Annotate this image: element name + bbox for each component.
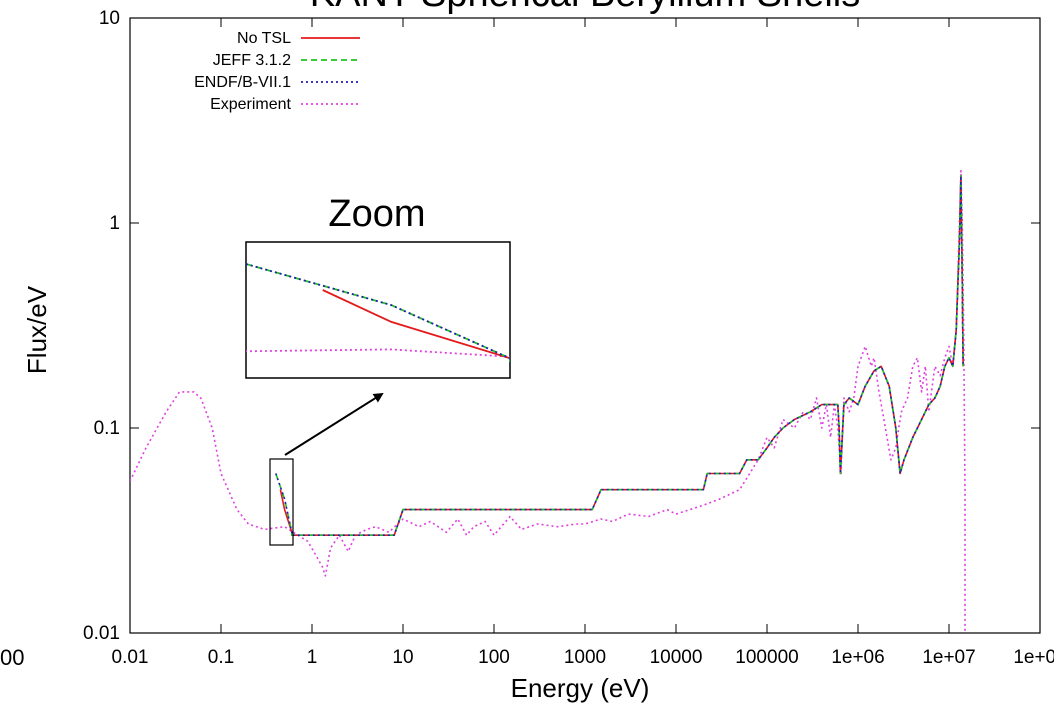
- x-tick-label: 1000: [564, 647, 606, 668]
- zoom-arrow: [284, 392, 384, 456]
- x-tick-label: 10000: [650, 647, 703, 668]
- legend-label: Experiment: [210, 96, 291, 113]
- y-tick-label: 0.1: [94, 418, 120, 439]
- x-axis: 0.01 0.1 1 10 100 1000 10000 100000 1e+06 1e+07 1e…: [112, 18, 1054, 668]
- y-tick-label: 10: [99, 8, 120, 29]
- x-tick-label: 0.01: [112, 647, 149, 668]
- legend: No TSL JEFF 3.1.2 ENDF/B-VII.1 Experiment: [194, 30, 360, 113]
- x-tick-label: 1e+08: [1013, 647, 1054, 668]
- zoom-inset: [246, 263, 510, 364]
- legend-label: No TSL: [237, 30, 291, 47]
- chart-title: KANT Spherical Beryllium Shells: [310, 0, 861, 15]
- x-tick-label: 100: [478, 647, 510, 668]
- x-tick-label: 1e+06: [831, 647, 884, 668]
- zoom-label: Zoom: [328, 193, 425, 235]
- series-line-experiment: [130, 169, 966, 633]
- y-axis: 0.01 0.1 1 10: [83, 8, 1040, 644]
- legend-label: JEFF 3.1.2: [213, 52, 291, 69]
- zoom-region-box: [269, 458, 294, 546]
- y-axis-label: Flux/eV: [22, 285, 52, 374]
- x-tick-label: 1e+07: [922, 647, 975, 668]
- edge-fragment-left: 00: [0, 645, 24, 670]
- y-tick-label: 0.01: [83, 623, 120, 644]
- legend-label: ENDF/B-VII.1: [194, 74, 291, 91]
- series-layer: [130, 169, 966, 633]
- series-line-endf-b-vii-1: [275, 175, 964, 537]
- x-tick-label: 0.1: [208, 647, 234, 668]
- zoom-inset-frame: [245, 241, 511, 379]
- x-tick-label: 10: [392, 647, 413, 668]
- zoom-series-line-experiment: [246, 348, 510, 358]
- x-tick-label: 1: [307, 647, 318, 668]
- x-tick-label: 100000: [735, 647, 798, 668]
- y-tick-label: 1: [109, 213, 120, 234]
- x-axis-label: Energy (eV): [511, 673, 650, 703]
